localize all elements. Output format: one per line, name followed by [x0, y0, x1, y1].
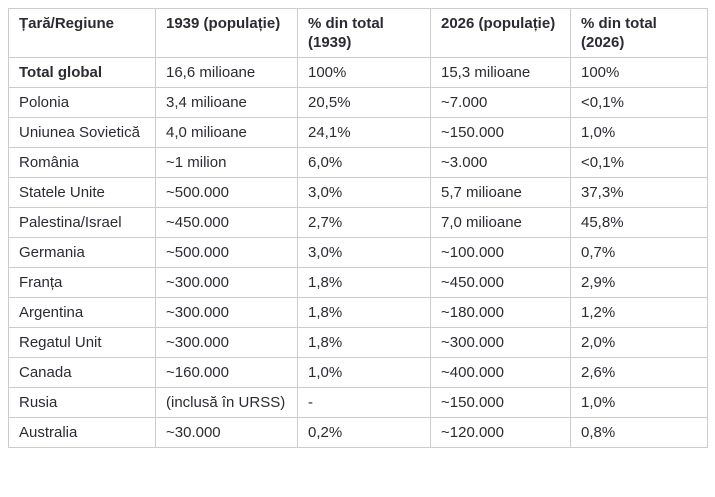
cell-pct-1939: 1,8%: [297, 327, 431, 358]
cell-1939: ~500.000: [155, 237, 298, 268]
table-body: Total global 16,6 milioane 100% 15,3 mil…: [8, 57, 708, 448]
header-percent-1939: % din total (1939): [297, 8, 431, 58]
cell-country: Uniunea Sovietică: [8, 117, 156, 148]
table-row-regatul-unit: Regatul Unit ~300.000 1,8% ~300.000 2,0%: [8, 327, 708, 358]
table-row-canada: Canada ~160.000 1,0% ~400.000 2,6%: [8, 357, 708, 388]
cell-2026: ~120.000: [430, 417, 571, 448]
cell-country: Australia: [8, 417, 156, 448]
cell-pct-2026: 1,0%: [570, 387, 708, 418]
cell-pct-2026: 1,0%: [570, 117, 708, 148]
cell-country: Total global: [8, 57, 156, 88]
cell-pct-2026: <0,1%: [570, 147, 708, 178]
cell-1939: 3,4 milioane: [155, 87, 298, 118]
cell-2026: ~180.000: [430, 297, 571, 328]
cell-2026: 5,7 milioane: [430, 177, 571, 208]
cell-pct-2026: 37,3%: [570, 177, 708, 208]
cell-pct-2026: 0,8%: [570, 417, 708, 448]
cell-pct-2026: 2,9%: [570, 267, 708, 298]
cell-1939: 16,6 milioane: [155, 57, 298, 88]
cell-country: Polonia: [8, 87, 156, 118]
cell-pct-1939: 1,8%: [297, 297, 431, 328]
cell-pct-2026: 0,7%: [570, 237, 708, 268]
cell-pct-1939: -: [297, 387, 431, 418]
cell-pct-1939: 1,0%: [297, 357, 431, 388]
cell-2026: ~150.000: [430, 117, 571, 148]
cell-1939: ~450.000: [155, 207, 298, 238]
cell-country: Statele Unite: [8, 177, 156, 208]
cell-pct-2026: 2,0%: [570, 327, 708, 358]
cell-1939: ~1 milion: [155, 147, 298, 178]
cell-pct-1939: 0,2%: [297, 417, 431, 448]
cell-pct-1939: 3,0%: [297, 237, 431, 268]
table-row-franta: Franța ~300.000 1,8% ~450.000 2,9%: [8, 267, 708, 298]
cell-pct-1939: 3,0%: [297, 177, 431, 208]
table-row-palestina-israel: Palestina/Israel ~450.000 2,7% 7,0 milio…: [8, 207, 708, 238]
cell-country: Germania: [8, 237, 156, 268]
table-row-statele-unite: Statele Unite ~500.000 3,0% 5,7 milioane…: [8, 177, 708, 208]
cell-1939: ~300.000: [155, 297, 298, 328]
table-row-uniunea-sovietica: Uniunea Sovietică 4,0 milioane 24,1% ~15…: [8, 117, 708, 148]
table-row-rusia: Rusia (inclusă în URSS) - ~150.000 1,0%: [8, 387, 708, 418]
cell-2026: ~450.000: [430, 267, 571, 298]
cell-1939: 4,0 milioane: [155, 117, 298, 148]
table-row-polonia: Polonia 3,4 milioane 20,5% ~7.000 <0,1%: [8, 87, 708, 118]
table-header-row: Țară/Regiune 1939 (populație) % din tota…: [8, 8, 708, 58]
table-row-germania: Germania ~500.000 3,0% ~100.000 0,7%: [8, 237, 708, 268]
cell-country: România: [8, 147, 156, 178]
cell-1939: ~30.000: [155, 417, 298, 448]
header-2026-population: 2026 (populație): [430, 8, 571, 58]
table-row-argentina: Argentina ~300.000 1,8% ~180.000 1,2%: [8, 297, 708, 328]
cell-country: Regatul Unit: [8, 327, 156, 358]
cell-country: Canada: [8, 357, 156, 388]
cell-1939: ~500.000: [155, 177, 298, 208]
cell-1939: ~300.000: [155, 267, 298, 298]
cell-pct-2026: 45,8%: [570, 207, 708, 238]
cell-pct-1939: 100%: [297, 57, 431, 88]
cell-2026: ~400.000: [430, 357, 571, 388]
cell-pct-1939: 2,7%: [297, 207, 431, 238]
cell-pct-2026: 1,2%: [570, 297, 708, 328]
cell-pct-1939: 1,8%: [297, 267, 431, 298]
cell-country: Rusia: [8, 387, 156, 418]
table-row-total-global: Total global 16,6 milioane 100% 15,3 mil…: [8, 57, 708, 88]
table-row-romania: România ~1 milion 6,0% ~3.000 <0,1%: [8, 147, 708, 178]
cell-2026: 15,3 milioane: [430, 57, 571, 88]
cell-pct-2026: 2,6%: [570, 357, 708, 388]
cell-1939: ~300.000: [155, 327, 298, 358]
cell-pct-1939: 6,0%: [297, 147, 431, 178]
cell-2026: ~3.000: [430, 147, 571, 178]
table-row-australia: Australia ~30.000 0,2% ~120.000 0,8%: [8, 417, 708, 448]
cell-pct-1939: 24,1%: [297, 117, 431, 148]
population-table: Țară/Regiune 1939 (populație) % din tota…: [8, 8, 708, 448]
cell-1939: ~160.000: [155, 357, 298, 388]
cell-pct-2026: 100%: [570, 57, 708, 88]
cell-country: Franța: [8, 267, 156, 298]
cell-country: Palestina/Israel: [8, 207, 156, 238]
cell-pct-1939: 20,5%: [297, 87, 431, 118]
cell-2026: ~150.000: [430, 387, 571, 418]
cell-1939: (inclusă în URSS): [155, 387, 298, 418]
header-1939-population: 1939 (populație): [155, 8, 298, 58]
cell-2026: ~100.000: [430, 237, 571, 268]
header-percent-2026: % din total (2026): [570, 8, 708, 58]
cell-2026: 7,0 milioane: [430, 207, 571, 238]
cell-2026: ~300.000: [430, 327, 571, 358]
header-country: Țară/Regiune: [8, 8, 156, 58]
cell-pct-2026: <0,1%: [570, 87, 708, 118]
cell-country: Argentina: [8, 297, 156, 328]
cell-2026: ~7.000: [430, 87, 571, 118]
